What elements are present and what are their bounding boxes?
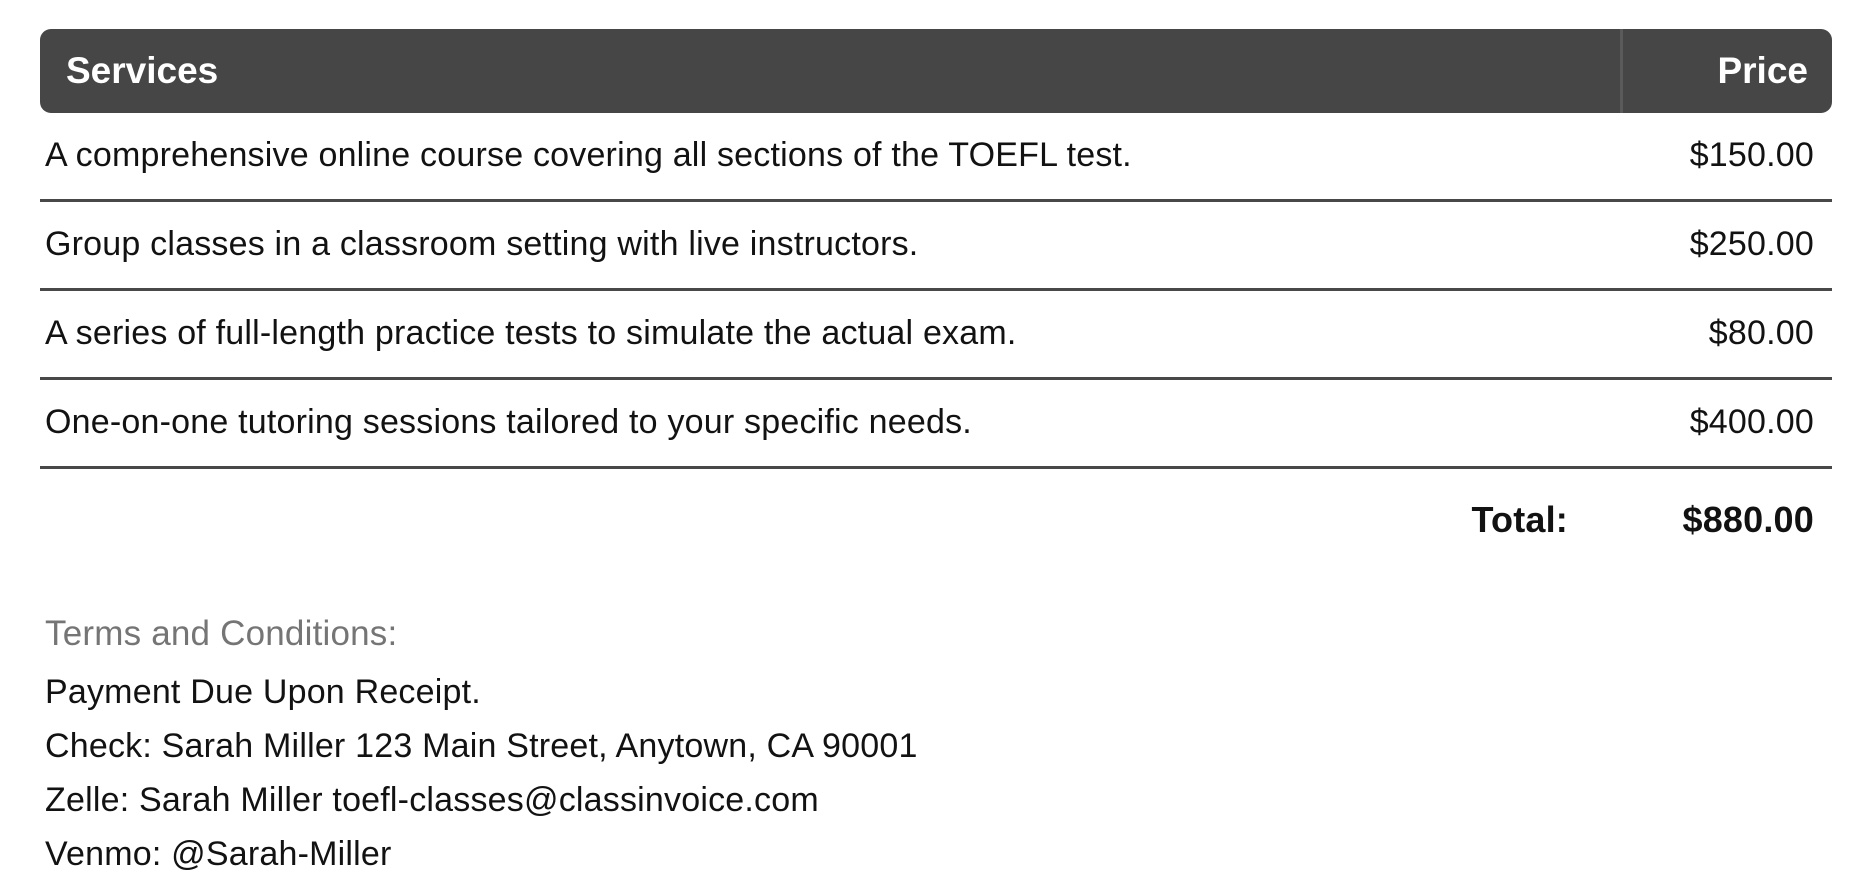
service-price: $400.00 (1620, 380, 1832, 469)
table-row: One-on-one tutoring sessions tailored to… (40, 380, 1832, 469)
terms-line-zelle: Zelle: Sarah Miller toefl-classes@classi… (45, 781, 819, 819)
total-value: $880.00 (1682, 499, 1814, 540)
table-row: Group classes in a classroom setting wit… (40, 202, 1832, 291)
service-description: A comprehensive online course covering a… (40, 113, 1620, 202)
table-row: A comprehensive online course covering a… (40, 113, 1832, 202)
terms-line-check: Check: Sarah Miller 123 Main Street, Any… (45, 727, 918, 765)
service-description: A series of full-length practice tests t… (40, 291, 1620, 380)
table-header-row: Services Price (40, 29, 1832, 113)
total-label: Total: (1471, 499, 1568, 540)
terms-line-venmo: Venmo: @Sarah-Miller (45, 835, 392, 870)
service-description: One-on-one tutoring sessions tailored to… (40, 380, 1620, 469)
column-header-services: Services (40, 29, 1620, 113)
service-price: $250.00 (1620, 202, 1832, 291)
terms-line-payment: Payment Due Upon Receipt. (45, 673, 481, 711)
terms-heading: Terms and Conditions: (45, 614, 398, 653)
terms-section: Terms and Conditions: Payment Due Upon R… (45, 607, 1832, 870)
service-description: Group classes in a classroom setting wit… (40, 202, 1620, 291)
service-price: $80.00 (1620, 291, 1832, 380)
column-header-price: Price (1620, 29, 1832, 113)
total-row: Total: $880.00 (40, 469, 1832, 567)
table-row: A series of full-length practice tests t… (40, 291, 1832, 380)
service-price: $150.00 (1620, 113, 1832, 202)
services-table: Services Price A comprehensive online co… (40, 29, 1832, 567)
